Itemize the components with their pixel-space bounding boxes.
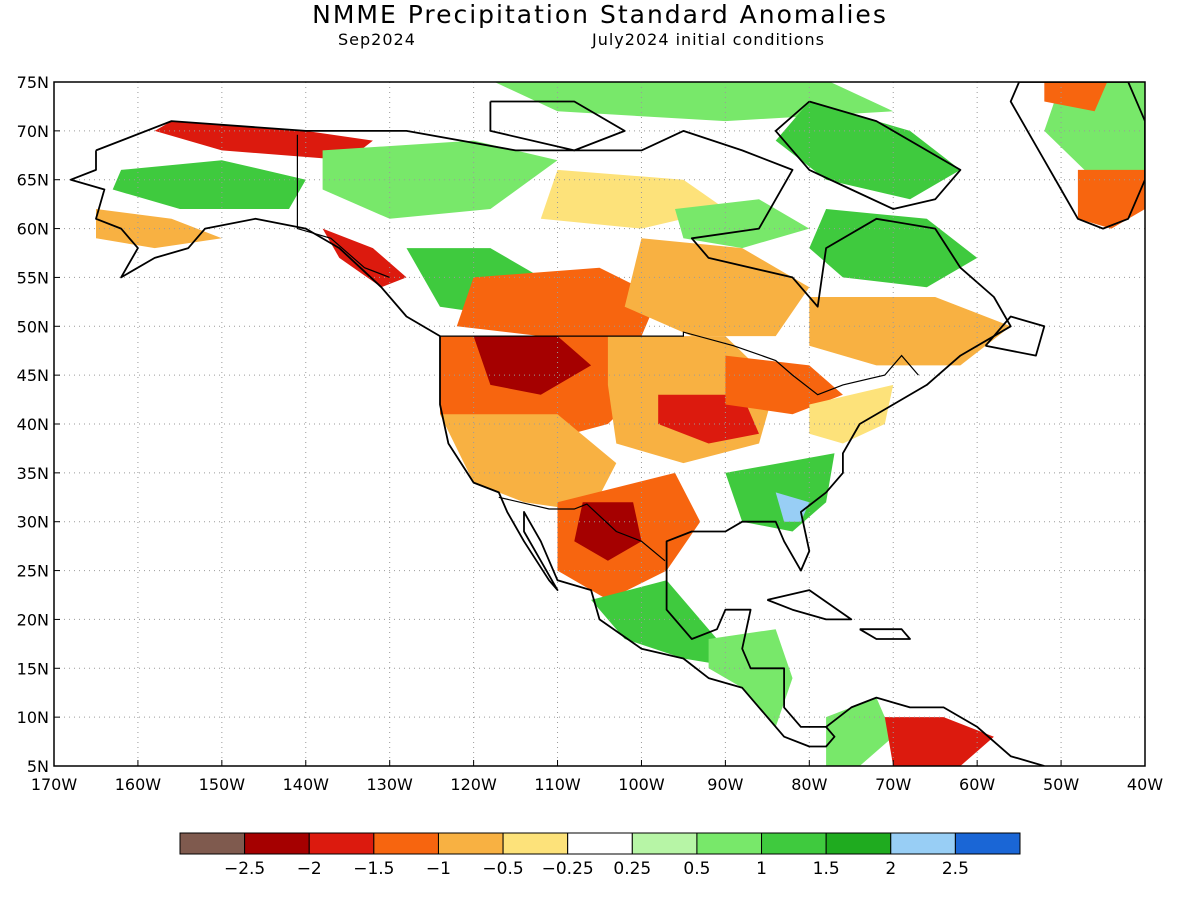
latitude-label: 5N — [27, 757, 49, 776]
legend-swatch — [631, 832, 698, 855]
initial-conditions-label: July2024 initial conditions — [592, 30, 825, 49]
longitude-label: 150W — [199, 775, 246, 794]
longitude-label: 120W — [450, 775, 497, 794]
anomaly-region-southern-quebec — [809, 297, 1011, 366]
legend-swatch — [761, 832, 827, 855]
longitude-label: 80W — [791, 775, 827, 794]
anomaly-region-greenland-south — [1077, 169, 1145, 229]
baffin-coast — [774, 100, 962, 210]
longitude-labels: 170W 160W 150W 140W 130W 120W 110W 100W 90W 80W 70… — [31, 760, 1163, 794]
latitude-label: 65N — [17, 171, 49, 190]
legend-label: 2.5 — [942, 859, 969, 879]
cuba-coast — [766, 589, 853, 621]
anomaly-region-alberta-sask — [456, 267, 659, 337]
latitude-label: 50N — [17, 317, 49, 336]
legend-swatch — [502, 832, 569, 855]
latitude-label: 70N — [17, 122, 49, 141]
legend-label: 0.25 — [613, 859, 651, 879]
longitude-label: 50W — [1043, 775, 1079, 794]
legend-swatch — [308, 832, 375, 855]
latitude-label: 10N — [17, 708, 49, 727]
coastlines-layer — [69, 82, 1145, 766]
anomaly-region-great-lakes — [725, 355, 843, 415]
anomaly-region-central-america — [708, 629, 793, 727]
legend-label: −1 — [426, 859, 451, 879]
newfoundland-coast — [984, 315, 1046, 357]
latitude-label: 45N — [17, 366, 49, 385]
legend-label: −0.25 — [542, 859, 594, 879]
longitude-label: 100W — [618, 775, 665, 794]
latitude-label: 25N — [17, 562, 49, 581]
victoria-coast — [489, 100, 626, 152]
anomaly-region-southern-mexico — [591, 580, 743, 669]
anomaly-region-central-alaska — [112, 160, 306, 209]
anomaly-region-northeast-us — [809, 384, 894, 444]
anomaly-region-west-texas-core — [574, 502, 642, 561]
legend-swatch — [696, 832, 763, 855]
latitude-label: 35N — [17, 464, 49, 483]
anomaly-region-manitoba-ontario — [624, 238, 810, 337]
legend-label: −0.5 — [482, 859, 523, 879]
anomaly-region-us-southwest — [440, 414, 617, 512]
us-canada-border — [440, 331, 919, 396]
legend-swatch — [179, 832, 246, 855]
colorbar-legend: −2.5 −2 −1.5 −1 −0.5 −0.25 0.25 0.5 1 1.5 2 2.5 — [179, 832, 1021, 879]
anomaly-region-venezuela — [884, 717, 994, 766]
legend-label: 1 — [756, 859, 767, 879]
legend-label: 1.5 — [813, 859, 840, 879]
alaska-canada-border — [296, 134, 390, 278]
longitude-label: 40W — [1127, 775, 1163, 794]
longitude-label: 130W — [367, 775, 414, 794]
hispaniola-coast — [859, 628, 911, 640]
latitude-label: 75N — [17, 73, 49, 92]
greenland-coast — [1009, 82, 1145, 230]
anomaly-region-greenland-north — [1044, 82, 1108, 112]
anomaly-region-yukon-nwt — [322, 140, 558, 219]
latitude-label: 55N — [17, 268, 49, 287]
legend-swatch — [437, 832, 504, 855]
longitude-label: 70W — [875, 775, 911, 794]
anomaly-fill-layer — [96, 82, 1145, 766]
longitude-label: 110W — [534, 775, 581, 794]
legend-swatch — [567, 832, 633, 855]
anomaly-region-arctic-islands — [494, 82, 894, 122]
borders-layer — [296, 134, 919, 562]
forecast-month: Sep2024 — [338, 30, 416, 49]
anomaly-region-iowa-illinois-core — [658, 394, 759, 444]
anomaly-region-se-alaska-coast — [322, 228, 407, 288]
latitude-label: 60N — [17, 220, 49, 239]
legend-swatch — [244, 832, 310, 855]
longitude-label: 160W — [115, 775, 162, 794]
longitude-label: 170W — [31, 775, 78, 794]
legend-swatch — [890, 832, 956, 855]
legend-label: −2 — [297, 859, 322, 879]
anomaly-region-idaho-montana-core — [473, 336, 592, 395]
longitude-label: 90W — [707, 775, 743, 794]
longitude-label: 140W — [283, 775, 330, 794]
legend-swatch — [954, 832, 1021, 855]
latitude-label: 40N — [17, 415, 49, 434]
page-title: NMME Precipitation Standard Anomalies — [312, 0, 888, 29]
latitude-label: 15N — [17, 659, 49, 678]
longitude-label: 60W — [959, 775, 995, 794]
legend-label: −1.5 — [353, 859, 394, 879]
latitude-labels: 75N 70N 65N 60N 55N 50N 45N 40N 35N 30N 25N 20N 15N 1… — [17, 73, 60, 776]
latitude-label: 20N — [17, 610, 49, 629]
gridlines — [54, 82, 1145, 766]
legend-label: 0.5 — [683, 859, 710, 879]
legend-swatch — [373, 832, 439, 855]
north-america-coast — [69, 120, 1012, 748]
latitude-label: 30N — [17, 513, 49, 532]
anomaly-region-southwest-alaska — [96, 209, 222, 249]
legend-swatch — [825, 832, 892, 855]
anomaly-region-us-southeast — [725, 453, 835, 532]
south-america-coast — [825, 696, 1045, 766]
us-mexico-border — [498, 496, 666, 562]
legend-label: 2 — [885, 859, 896, 879]
legend-label: −2.5 — [224, 859, 265, 879]
